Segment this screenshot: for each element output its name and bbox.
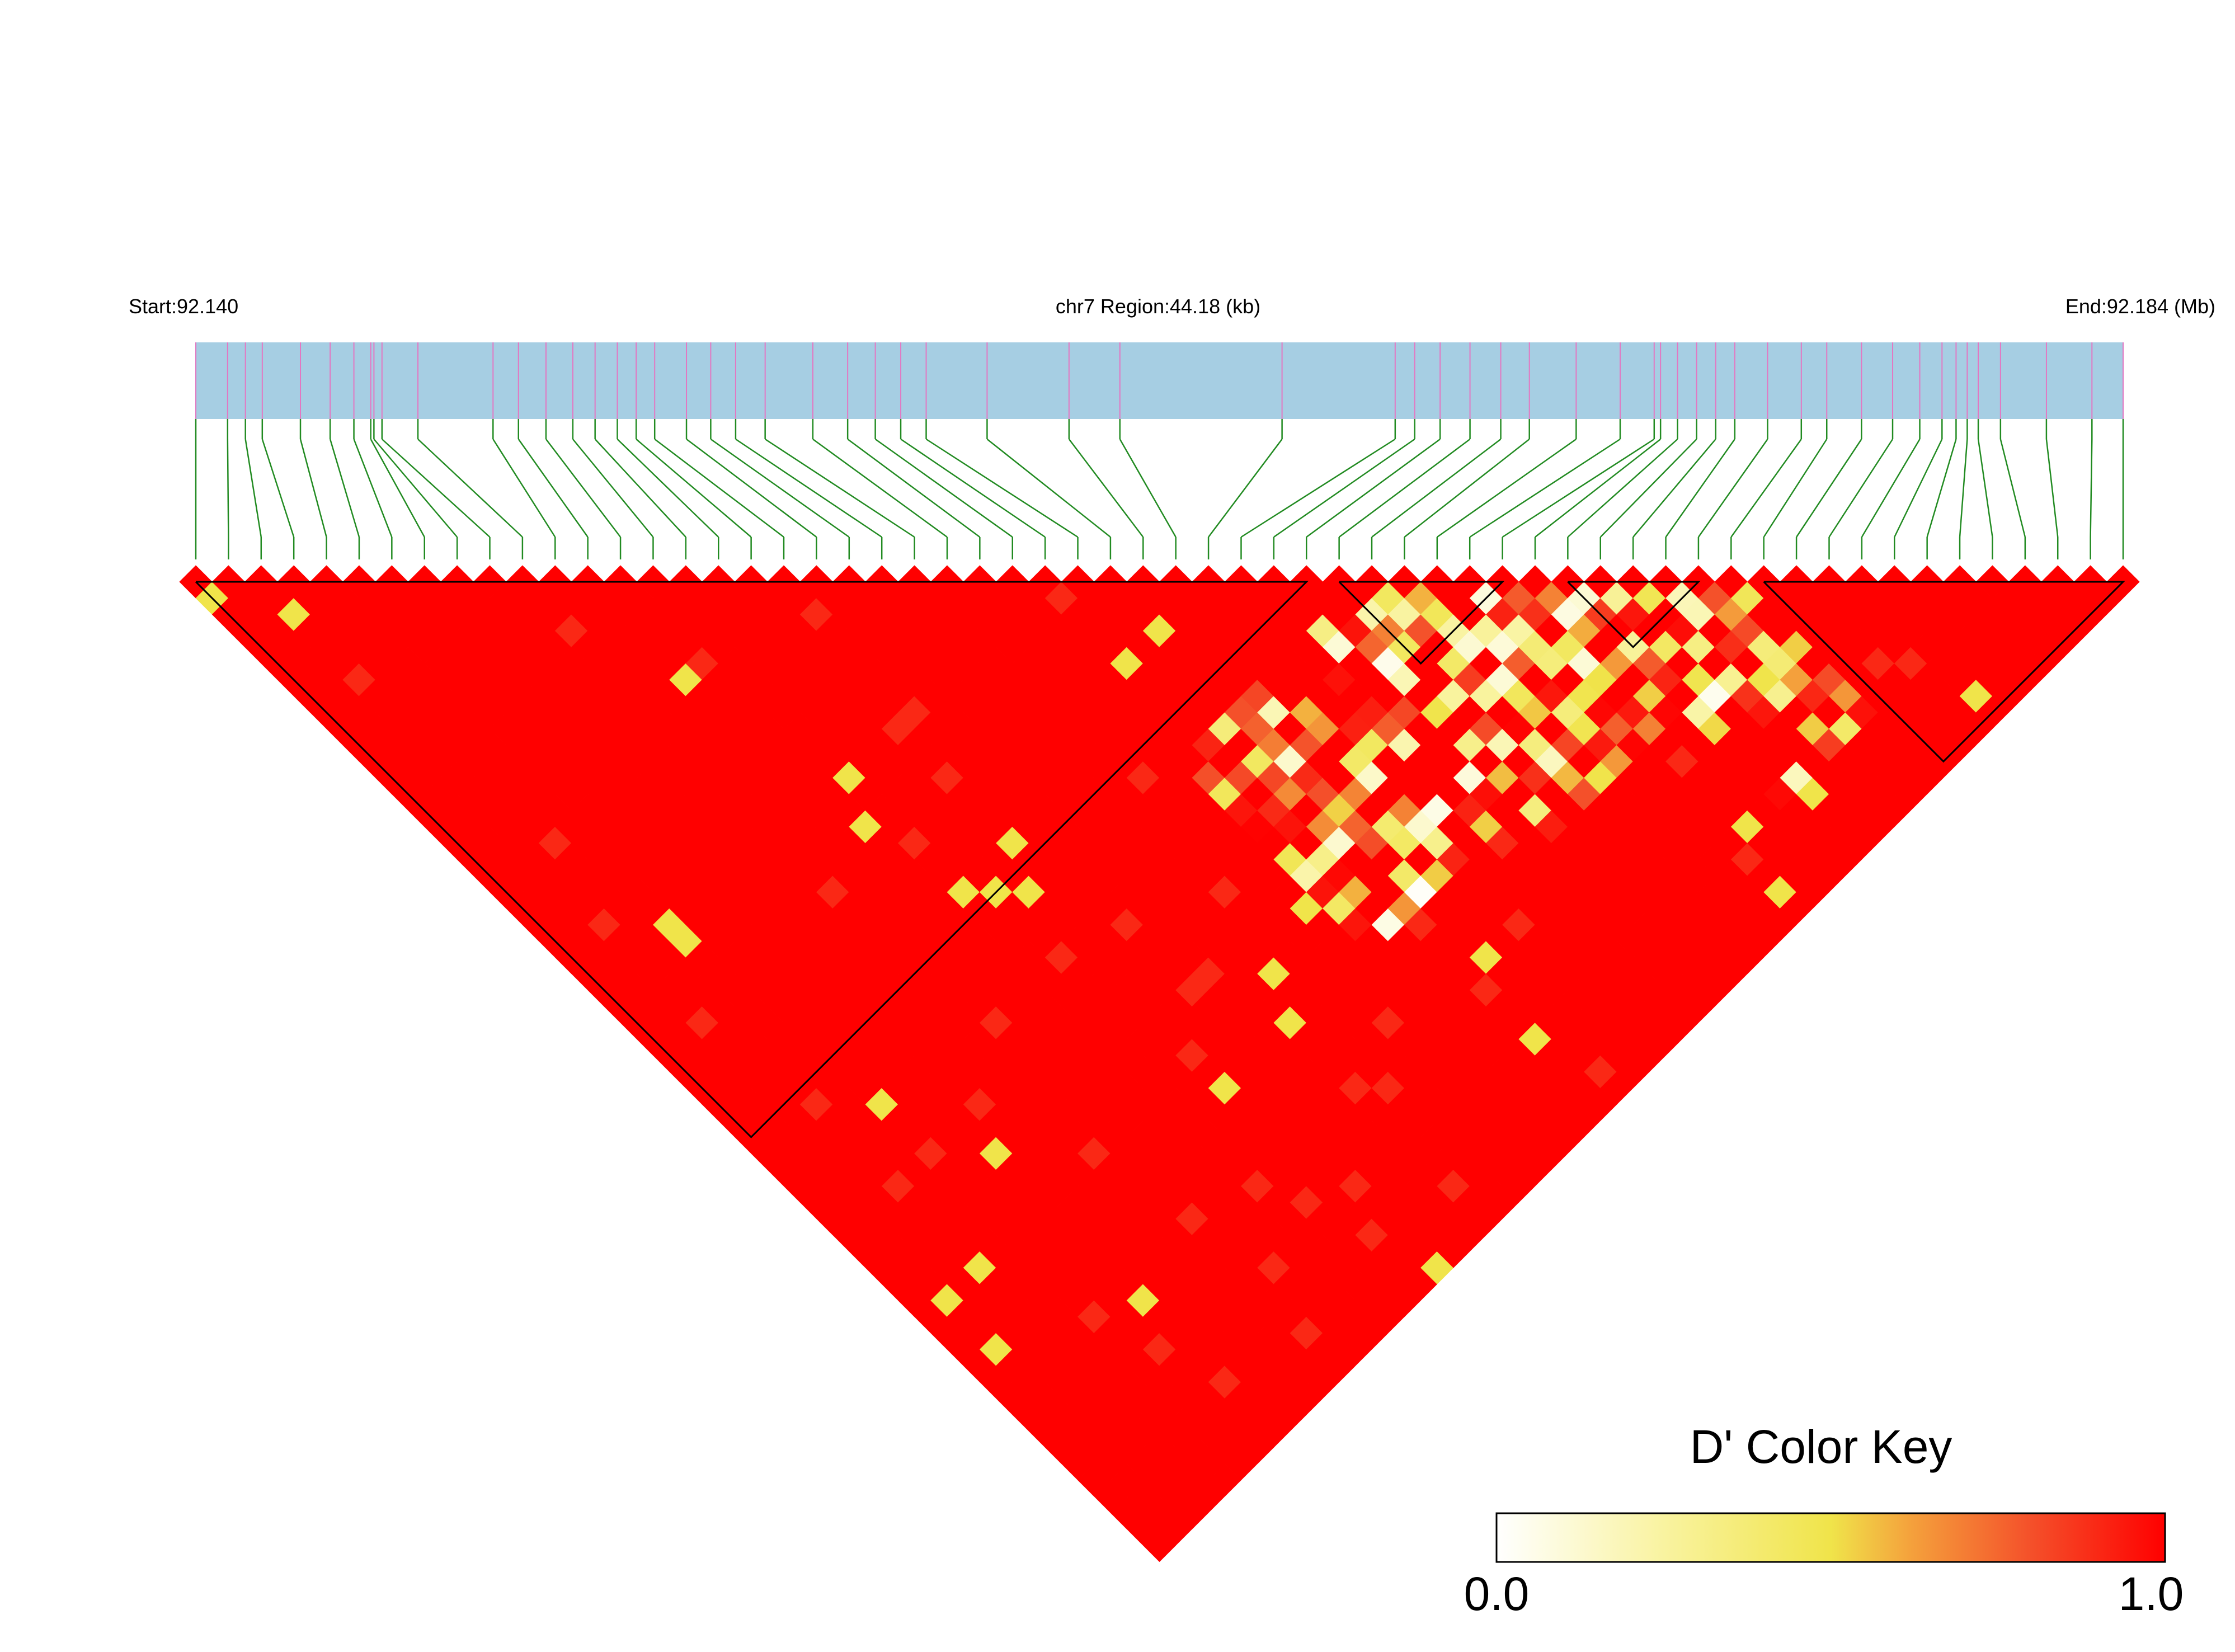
connector-line <box>370 439 425 538</box>
connector-line <box>517 439 589 538</box>
region-track <box>196 342 2123 419</box>
connector-line <box>1502 438 1655 538</box>
connector-line <box>1828 439 1894 538</box>
connector-line <box>417 439 523 538</box>
connector-line <box>1208 439 1283 538</box>
connector-line <box>1338 438 1471 538</box>
connector-line <box>244 439 262 538</box>
connector-line <box>1894 439 1943 538</box>
color-key-min-label: 0.0 <box>1464 1568 1530 1620</box>
connector-line <box>373 439 458 538</box>
connector-line <box>1730 439 1802 538</box>
connector-line <box>1763 439 1828 538</box>
color-key-title: D' Color Key <box>1690 1420 1952 1473</box>
connector-line <box>1599 439 1697 538</box>
connector-line <box>1567 439 1678 538</box>
connector-line <box>710 438 850 538</box>
connector-line <box>1999 439 2026 538</box>
connector-line <box>353 439 393 538</box>
connector-line <box>299 439 327 538</box>
connector-line <box>545 439 622 538</box>
connector-line <box>1273 438 1415 538</box>
connector-line <box>847 438 981 538</box>
connector-line <box>1306 438 1441 538</box>
connector-line <box>329 439 360 538</box>
connector-line <box>261 439 295 538</box>
connector-line <box>812 438 948 538</box>
connector-line <box>1665 439 1735 538</box>
connector-line <box>1119 439 1177 538</box>
connector-line <box>2090 439 2093 538</box>
region-label: chr7 Region:44.18 (kb) <box>1056 295 1260 318</box>
connector-line <box>227 439 229 538</box>
connector-line <box>1437 438 1577 538</box>
connector-line <box>572 439 654 538</box>
connector-line <box>2045 439 2059 538</box>
connector-line <box>1371 439 1502 538</box>
connector-line <box>1977 439 1993 538</box>
snp-connector-lines <box>195 419 2124 559</box>
connector-line <box>1861 439 1921 538</box>
connector-line <box>1469 438 1621 538</box>
color-key-max-label: 1.0 <box>2119 1568 2184 1620</box>
connector-line <box>735 438 882 538</box>
ld-triangle <box>179 565 2140 1562</box>
connector-line <box>617 439 719 538</box>
snp-position-ticks <box>195 342 2124 419</box>
connector-line <box>1632 439 1716 538</box>
connector-line <box>1926 439 1957 538</box>
connector-line <box>636 439 752 538</box>
connector-line <box>1796 439 1862 538</box>
connector-line <box>492 439 556 538</box>
end-label: End:92.184 (Mb) <box>2065 295 2215 318</box>
connector-line <box>764 438 915 538</box>
connector-line <box>654 439 784 538</box>
connector-line <box>1697 439 1768 538</box>
ld-block-outline <box>1338 581 1505 665</box>
ld-block-outline <box>195 581 1309 1138</box>
connector-line <box>381 439 491 538</box>
connector-line <box>900 438 1046 538</box>
color-key-bar <box>1495 1512 2166 1563</box>
connector-line <box>1240 438 1396 538</box>
connector-line <box>1535 439 1661 538</box>
connector-line <box>1959 439 1968 538</box>
connector-line <box>1404 439 1530 538</box>
start-label: Start:92.140 <box>129 295 238 318</box>
connector-line <box>686 439 817 538</box>
connector-line <box>874 438 1013 538</box>
connector-line <box>925 438 1079 538</box>
ld-block-outline <box>1763 581 2125 763</box>
ld-block-outlines <box>195 581 2125 1138</box>
connector-line <box>594 439 686 538</box>
connector-line <box>986 439 1111 538</box>
ld-block-outline <box>1567 581 1701 648</box>
connector-line <box>1068 439 1144 538</box>
